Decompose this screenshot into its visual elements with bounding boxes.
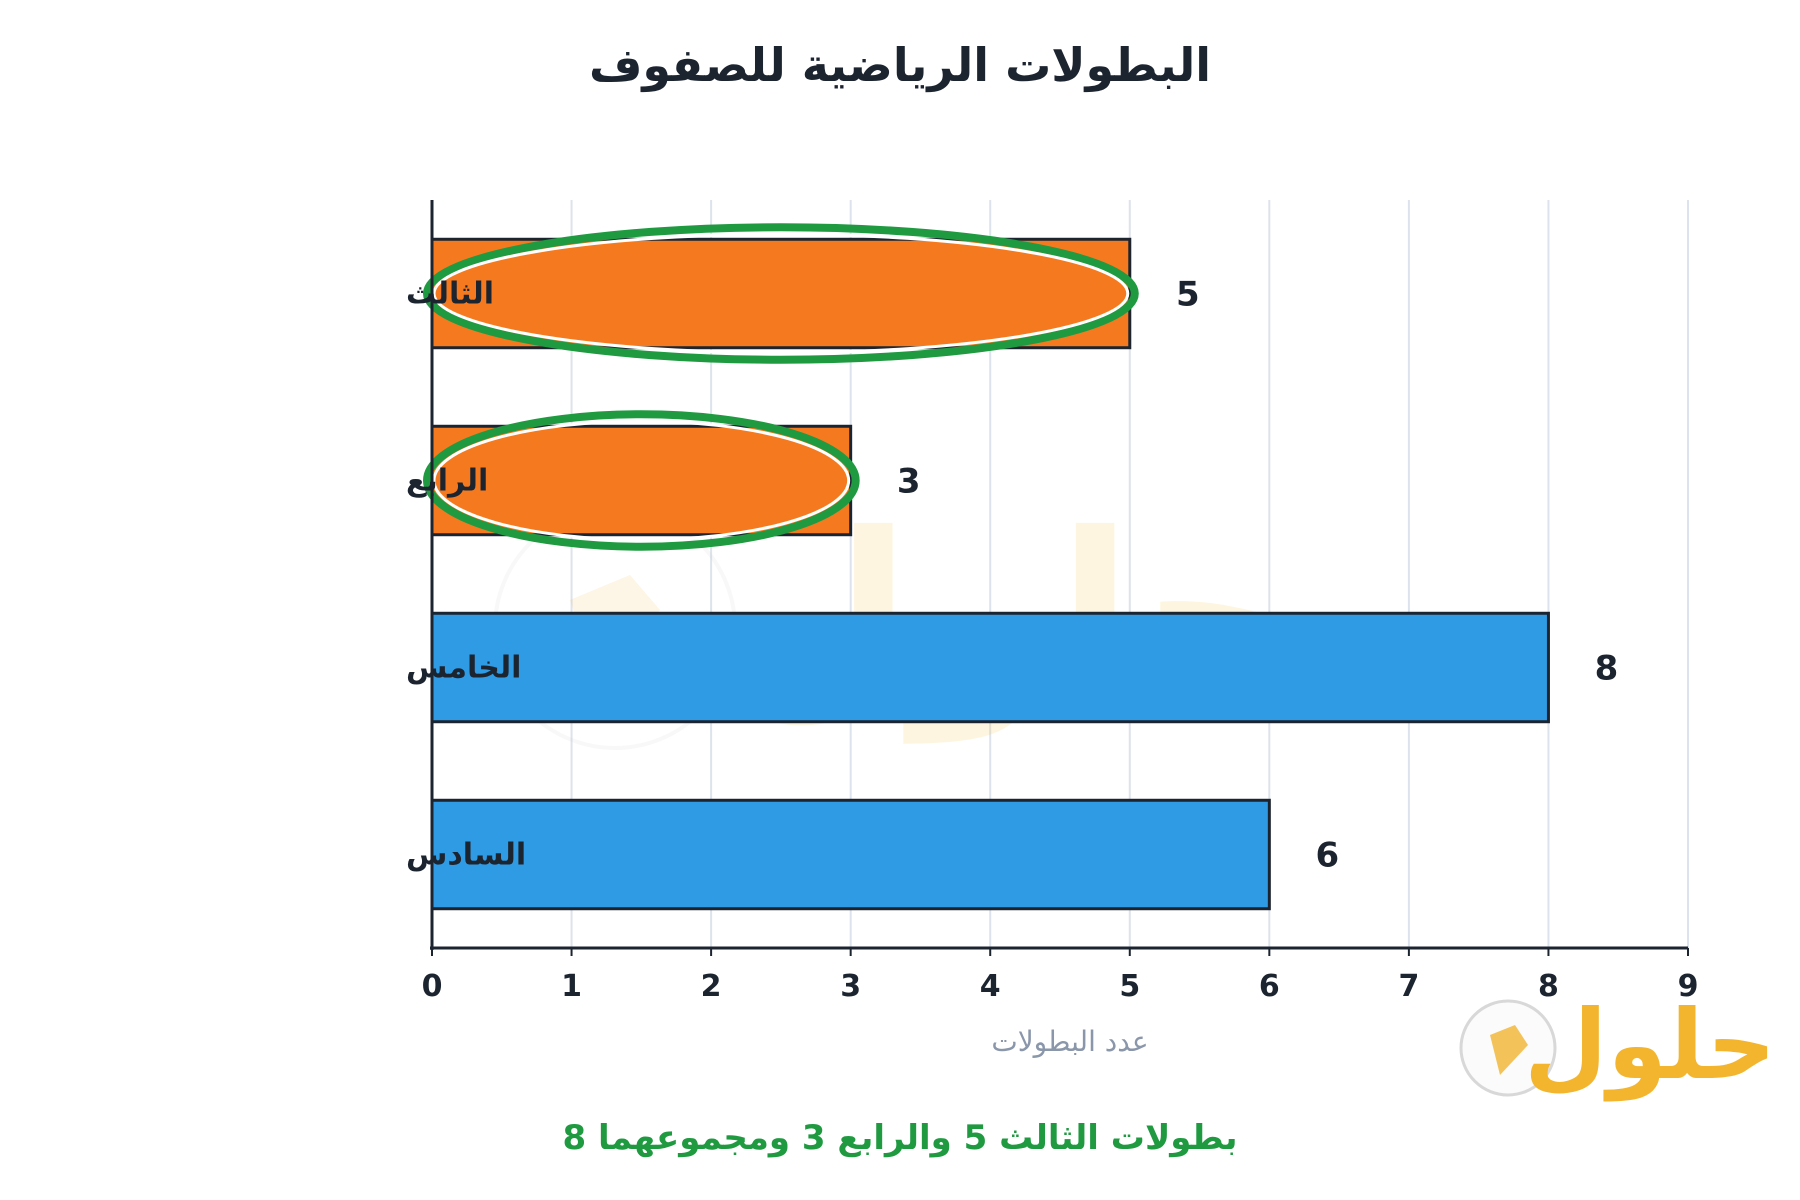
watermark-text-corner: حلول xyxy=(1524,989,1776,1102)
bars xyxy=(430,237,1550,911)
highlight-ellipse-inner xyxy=(432,419,851,542)
bar xyxy=(430,424,853,537)
bar xyxy=(430,798,1271,911)
watermark-corner: حلول xyxy=(1459,989,1776,1102)
value-label: 3 xyxy=(897,462,921,502)
book-icon xyxy=(1490,1025,1528,1075)
chart-title: البطولات الرياضية للصفوف xyxy=(588,38,1212,92)
value-label: 6 xyxy=(1315,836,1339,876)
category-labels: الثالث الرابع الخامس السادس xyxy=(406,277,526,873)
axes xyxy=(430,200,1688,950)
category-label: السادس xyxy=(406,838,526,873)
x-tick-label: 7 xyxy=(1398,969,1419,1004)
x-tick-label: 4 xyxy=(980,969,1001,1004)
x-tick-label: 8 xyxy=(1538,969,1559,1004)
highlight-ellipse xyxy=(423,410,860,551)
value-label: 8 xyxy=(1595,649,1619,689)
highlight-ellipse-inner xyxy=(432,232,1130,355)
x-tick-label: 6 xyxy=(1259,969,1280,1004)
bar xyxy=(430,237,1132,350)
bar xyxy=(430,611,1550,724)
x-axis-label: عدد البطولات xyxy=(991,1025,1149,1058)
highlight-ellipse xyxy=(423,223,1139,364)
category-label: الرابع xyxy=(406,464,488,499)
x-tick-label: 0 xyxy=(422,969,443,1004)
category-label: الثالث xyxy=(406,277,494,312)
value-labels: 5 3 8 6 xyxy=(897,275,1618,876)
chart-caption: بطولات الثالث 5 والرابع 3 ومجموعهما 8 xyxy=(562,1118,1238,1158)
x-tick-label: 1 xyxy=(561,969,582,1004)
x-tick-label: 5 xyxy=(1119,969,1140,1004)
x-tick-label: 3 xyxy=(840,969,861,1004)
category-label: الخامس xyxy=(406,651,521,686)
highlight-ellipses xyxy=(423,223,1139,551)
x-tick-label: 9 xyxy=(1678,969,1699,1004)
x-tick-labels: 0 1 2 3 4 5 6 7 8 9 xyxy=(422,948,1699,1004)
value-label: 5 xyxy=(1176,275,1200,315)
x-tick-label: 2 xyxy=(701,969,722,1004)
